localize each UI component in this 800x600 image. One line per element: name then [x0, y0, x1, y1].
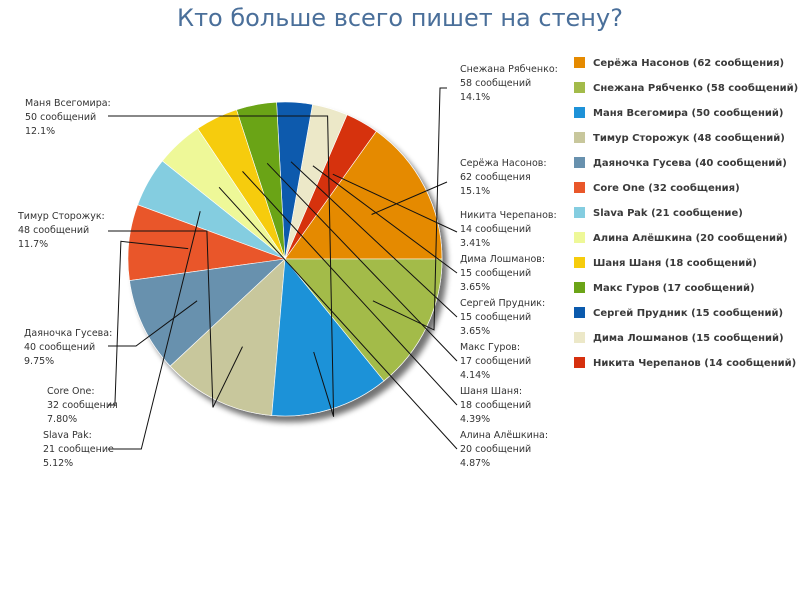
- legend: Серёжа Насонов (62 сообщения) Снежана Ряб…: [574, 57, 798, 369]
- slice-label-percent: 14.1%: [460, 92, 490, 103]
- slice-label-percent: 7.80%: [47, 414, 77, 425]
- leader-line-slava-pak: [108, 211, 201, 450]
- legend-item-даяночка-гусева: Даяночка Гусева (40 сообщений): [593, 157, 787, 169]
- slice-label-percent: 4.14%: [460, 370, 490, 381]
- leader-line-макс-гуров: [266, 162, 458, 362]
- legend-item-снежана-рябченко: Снежана Рябченко (58 сообщений): [593, 82, 798, 94]
- slice-label-name: Серёжа Насонов:: [460, 158, 547, 169]
- slice-label-value: 17 сообщений: [460, 356, 531, 367]
- slice-label-percent: 9.75%: [24, 356, 54, 367]
- legend-swatch: [574, 157, 585, 168]
- legend-item-тимур-сторожук: Тимур Сторожук (48 сообщений): [593, 132, 785, 144]
- leader-lines: [108, 87, 458, 450]
- slice-labels: Серёжа Насонов: 62 сообщения 15.1% Никита Ч…: [17, 64, 558, 469]
- slice-label-name: Никита Черепанов:: [460, 210, 557, 221]
- leader-line-даяночка-гусева: [108, 300, 198, 347]
- slice-label-value: 18 сообщений: [460, 400, 531, 411]
- legend-swatch: [574, 257, 585, 268]
- slice-label-name: Slava Pak:: [43, 430, 92, 441]
- legend-swatch: [574, 282, 585, 293]
- legend-swatch: [574, 332, 585, 343]
- leader-line-тимур-сторожук: [108, 230, 243, 408]
- leader-line-сергей-прудник: [290, 161, 458, 318]
- slice-label-percent: 3.65%: [460, 282, 490, 293]
- leader-line-маня-всегомира: [108, 115, 335, 417]
- slice-label-value: 14 сообщений: [460, 224, 531, 235]
- chart-title: Кто больше всего пишет на стену?: [177, 4, 623, 32]
- slice-label-percent: 15.1%: [460, 186, 490, 197]
- slice-label-value: 62 сообщения: [460, 172, 531, 183]
- slice-label-percent: 5.12%: [43, 458, 73, 469]
- slice-label-percent: 4.39%: [460, 414, 490, 425]
- legend-swatch: [574, 82, 585, 93]
- slice-label-name: Сергей Прудник:: [460, 298, 545, 309]
- legend-item-шаня-шаня: Шаня Шаня (18 сообщений): [593, 257, 757, 269]
- legend-item-алина-алёшкина: Алина Алёшкина (20 сообщений): [593, 232, 788, 244]
- leader-line-серёжа-насонов: [371, 181, 448, 215]
- legend-swatch: [574, 207, 585, 218]
- legend-swatch: [574, 232, 585, 243]
- slice-label-value: 15 сообщений: [460, 268, 531, 279]
- pie-slice-серёжа-насонов: [284, 130, 443, 260]
- legend-swatch: [574, 132, 585, 143]
- legend-item-маня-всегомира: Маня Всегомира (50 сообщений): [593, 107, 783, 119]
- slice-label-percent: 12.1%: [25, 126, 55, 137]
- slice-label-value: 48 сообщений: [18, 225, 89, 236]
- slice-label-name: Алина Алёшкина:: [460, 430, 548, 441]
- legend-item-никита-черепанов: Никита Черепанов (14 сообщений): [593, 357, 796, 369]
- legend-item-макс-гуров: Макс Гуров (17 сообщений): [593, 282, 755, 294]
- leader-line-core-one: [108, 240, 189, 406]
- leader-line-дима-лошманов: [312, 165, 458, 274]
- slice-label-value: 15 сообщений: [460, 312, 531, 323]
- slice-label-name: Core One:: [47, 386, 95, 397]
- slice-label-name: Даяночка Гусева:: [24, 328, 112, 339]
- slice-label-name: Снежана Рябченко:: [460, 64, 558, 75]
- pie-slices: [127, 101, 443, 417]
- leader-line-снежана-рябченко: [372, 87, 447, 331]
- legend-item-дима-лошманов: Дима Лошманов (15 сообщений): [593, 332, 784, 344]
- slice-label-percent: 3.65%: [460, 326, 490, 337]
- slice-label-percent: 3.41%: [460, 238, 490, 249]
- slice-label-name: Маня Всегомира:: [25, 98, 111, 109]
- legend-item-core-one: Core One (32 сообщения): [593, 182, 740, 194]
- slice-label-name: Шаня Шаня:: [460, 386, 522, 397]
- leader-line-шаня-шаня: [242, 171, 458, 406]
- legend-item-серёжа-насонов: Серёжа Насонов (62 сообщения): [593, 57, 784, 69]
- legend-swatch: [574, 182, 585, 193]
- slice-label-percent: 11.7%: [18, 239, 48, 250]
- legend-swatch: [574, 57, 585, 68]
- slice-label-percent: 4.87%: [460, 458, 490, 469]
- legend-swatch: [574, 357, 585, 368]
- legend-item-сергей-прудник: Сергей Прудник (15 сообщений): [593, 307, 783, 319]
- legend-item-slava-pak: Slava Pak (21 сообщение): [593, 207, 743, 219]
- slice-label-value: 32 сообщения: [47, 400, 118, 411]
- legend-swatch: [574, 307, 585, 318]
- slice-label-name: Тимур Сторожук:: [17, 211, 105, 222]
- slice-label-value: 58 сообщений: [460, 78, 531, 89]
- slice-label-value: 21 сообщение: [43, 444, 114, 455]
- legend-swatch: [574, 107, 585, 118]
- leader-line-алина-алёшкина: [218, 186, 458, 450]
- slice-label-value: 20 сообщений: [460, 444, 531, 455]
- slice-label-value: 40 сообщений: [24, 342, 95, 353]
- slice-label-name: Макс Гуров:: [460, 342, 520, 353]
- slice-label-value: 50 сообщений: [25, 112, 96, 123]
- slice-label-name: Дима Лошманов:: [460, 254, 545, 265]
